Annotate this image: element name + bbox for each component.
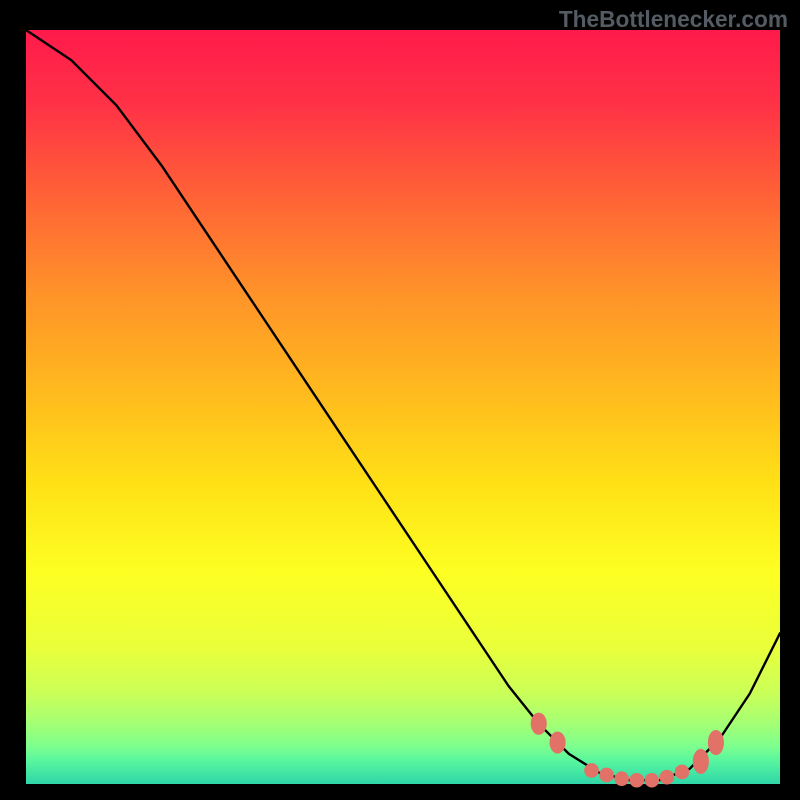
bottleneck-curve bbox=[26, 30, 780, 780]
plot-area bbox=[26, 30, 780, 784]
curve-marker bbox=[615, 772, 629, 786]
curve-marker bbox=[645, 773, 659, 787]
curve-marker bbox=[630, 773, 644, 787]
curve-marker bbox=[675, 765, 689, 779]
curve-marker bbox=[531, 713, 546, 734]
curve-marker bbox=[600, 768, 614, 782]
watermark-text: TheBottlenecker.com bbox=[559, 6, 788, 33]
curve-marker bbox=[585, 764, 599, 778]
curve-marker bbox=[708, 730, 723, 754]
curve-layer bbox=[26, 30, 780, 784]
curve-marker bbox=[550, 732, 565, 753]
marker-group bbox=[531, 713, 723, 787]
chart-container: TheBottlenecker.com bbox=[0, 0, 800, 800]
curve-marker bbox=[693, 749, 708, 773]
curve-marker bbox=[660, 770, 674, 784]
